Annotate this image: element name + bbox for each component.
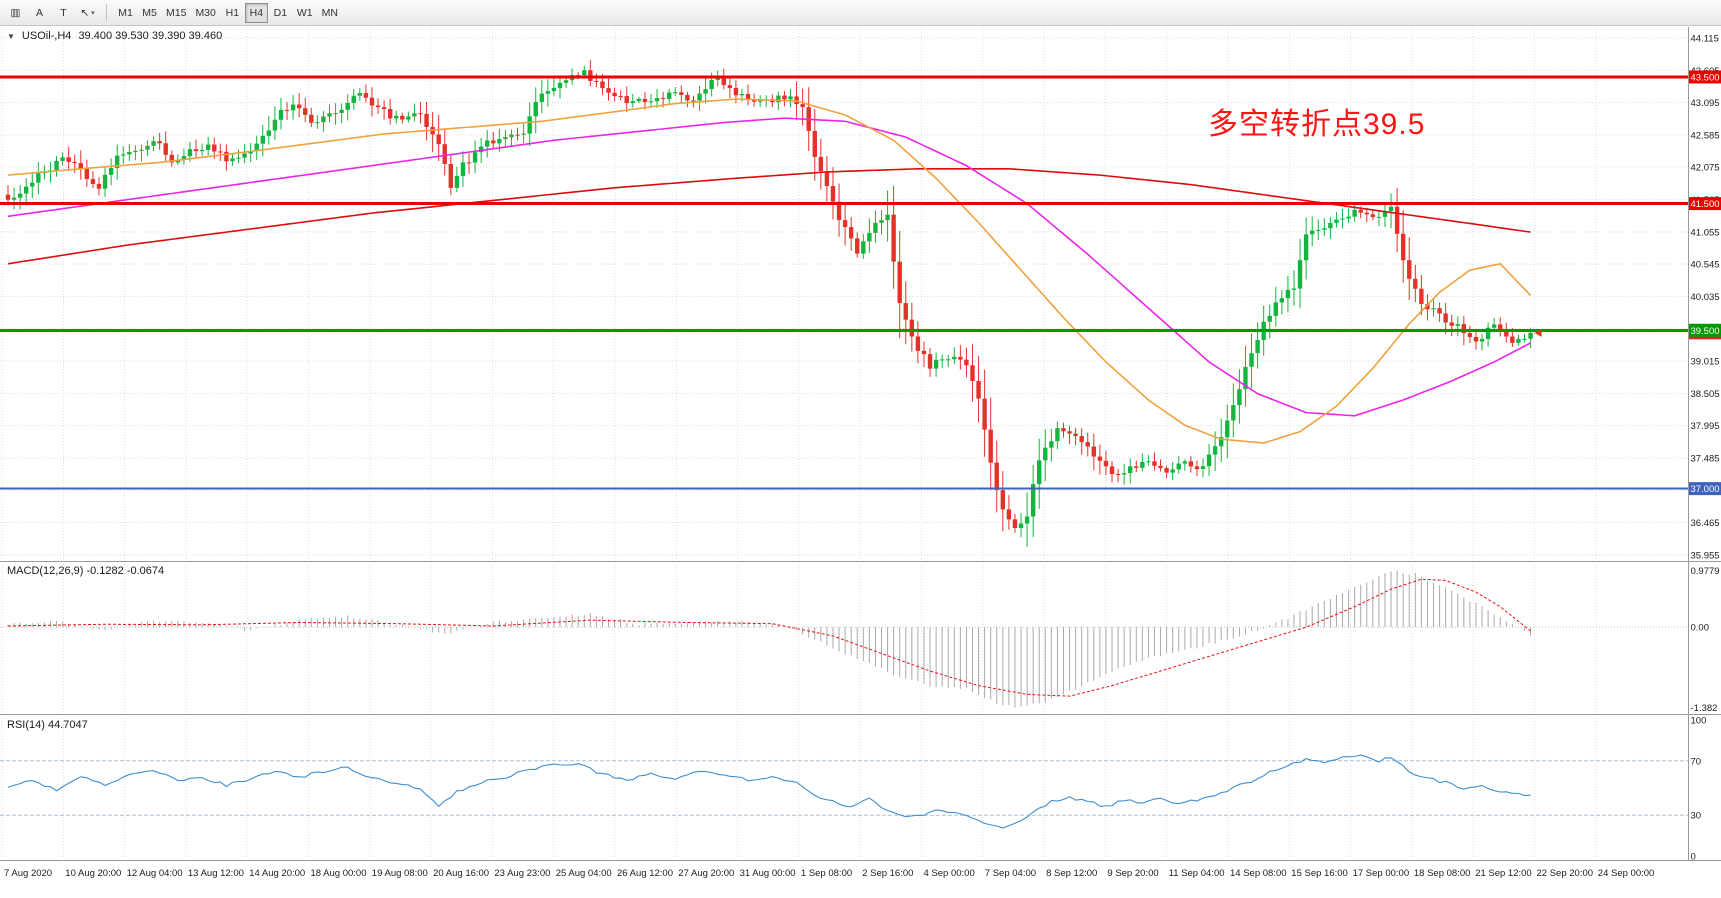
svg-text:30: 30: [1691, 811, 1702, 822]
rsi-line: [7, 754, 1531, 829]
svg-text:24 Sep 00:00: 24 Sep 00:00: [1598, 868, 1655, 879]
candles-layer: [5, 60, 1533, 547]
svg-text:26 Aug 12:00: 26 Aug 12:00: [617, 868, 673, 879]
svg-text:0.00: 0.00: [1691, 623, 1710, 634]
svg-text:18 Sep 08:00: 18 Sep 08:00: [1414, 868, 1471, 879]
timeframe-mn-button[interactable]: MN: [318, 3, 342, 23]
svg-text:42.585: 42.585: [1691, 130, 1720, 141]
chart-window-button[interactable]: ▥: [4, 3, 27, 23]
timeframe-m5-button[interactable]: M5: [138, 3, 161, 23]
svg-text:19 Aug 08:00: 19 Aug 08:00: [372, 868, 428, 879]
chart-title: ▼ USOil-,H4 39.400 39.530 39.390 39.460: [7, 30, 222, 42]
ma-slow-red-line: [7, 167, 1531, 265]
svg-text:100: 100: [1691, 716, 1707, 727]
text-tool-button[interactable]: T: [52, 3, 75, 23]
svg-text:43.095: 43.095: [1691, 98, 1720, 109]
chart-window-icon: ▥: [10, 6, 21, 19]
svg-text:21 Sep 12:00: 21 Sep 12:00: [1475, 868, 1532, 879]
timeframe-m1-button[interactable]: M1: [114, 3, 137, 23]
svg-text:31 Aug 00:00: 31 Aug 00:00: [740, 868, 796, 879]
svg-text:36.465: 36.465: [1691, 518, 1720, 529]
svg-text:22 Sep 20:00: 22 Sep 20:00: [1537, 868, 1594, 879]
svg-text:12 Aug 04:00: 12 Aug 04:00: [127, 868, 183, 879]
svg-text:40.035: 40.035: [1691, 292, 1720, 303]
symbol-title: USOil-,H4: [21, 30, 72, 42]
timeframe-h4-button[interactable]: H4: [244, 2, 268, 23]
ohlc-values: 39.400 39.530 39.390 39.460: [78, 30, 223, 42]
rsi-title: RSI(14) 44.7047: [7, 719, 88, 731]
svg-text:37.485: 37.485: [1691, 453, 1720, 464]
pointer-tool-button[interactable]: ↖ ▾: [76, 3, 99, 23]
panel-frame: [0, 27, 1721, 861]
macd-title: MACD(12,26,9) -0.1282 -0.0674: [7, 565, 165, 577]
svg-text:0.9779: 0.9779: [1691, 566, 1720, 577]
rsi-layer: [0, 754, 1688, 829]
svg-text:0: 0: [1691, 852, 1696, 863]
ma-mid-magenta-line: [7, 117, 1531, 417]
annotate-a-icon: A: [35, 6, 43, 19]
pointer-tool-icon: ↖: [80, 6, 90, 19]
dropdown-caret-icon: ▾: [91, 9, 95, 17]
toolbar-timeframes: M1 M5 M15 M30 H1 H4 D1 W1 MN: [114, 2, 342, 23]
horizontal-lines-layer: [0, 75, 1688, 490]
macd-signal-line: [7, 578, 1531, 697]
annotate-a-button[interactable]: A: [28, 3, 51, 23]
svg-text:14 Aug 20:00: 14 Aug 20:00: [249, 868, 305, 879]
ma-fast-orange-line: [7, 98, 1532, 444]
toolbar-icon-buttons: ▥ A T ↖ ▾: [4, 3, 99, 23]
svg-text:10 Aug 20:00: 10 Aug 20:00: [65, 868, 121, 879]
svg-text:42.075: 42.075: [1691, 163, 1720, 174]
svg-text:15 Sep 16:00: 15 Sep 16:00: [1291, 868, 1348, 879]
timeframe-m15-button[interactable]: M15: [162, 3, 190, 23]
svg-text:39.500: 39.500: [1690, 326, 1719, 337]
svg-text:17 Sep 00:00: 17 Sep 00:00: [1353, 868, 1410, 879]
chart-annotation-text[interactable]: 多空转折点39.5: [1208, 108, 1426, 141]
svg-text:2 Sep 16:00: 2 Sep 16:00: [862, 868, 913, 879]
svg-text:8 Sep 12:00: 8 Sep 12:00: [1046, 868, 1097, 879]
svg-text:39.015: 39.015: [1691, 357, 1720, 368]
svg-text:43.500: 43.500: [1690, 72, 1719, 83]
moving-averages-layer: [7, 98, 1532, 444]
timeframe-m30-button[interactable]: M30: [191, 3, 219, 23]
svg-text:20 Aug 16:00: 20 Aug 16:00: [433, 868, 489, 879]
timeframe-w1-button[interactable]: W1: [293, 3, 317, 23]
timeframe-d1-button[interactable]: D1: [269, 3, 292, 23]
toolbar-separator: [106, 4, 107, 21]
svg-text:41.500: 41.500: [1690, 199, 1719, 210]
grid-layer: [0, 27, 1688, 858]
svg-text:37.000: 37.000: [1690, 484, 1719, 495]
svg-text:7 Sep 04:00: 7 Sep 04:00: [985, 868, 1036, 879]
text-tool-icon: T: [60, 6, 67, 19]
toolbar: ▥ A T ↖ ▾ M1 M5 M15 M30 H1 H4 D1 W1 MN: [0, 0, 1721, 26]
svg-text:44.115: 44.115: [1691, 34, 1719, 45]
svg-text:25 Aug 04:00: 25 Aug 04:00: [556, 868, 612, 879]
svg-text:-1.382: -1.382: [1691, 703, 1718, 714]
svg-text:38.505: 38.505: [1691, 389, 1720, 400]
svg-text:13 Aug 12:00: 13 Aug 12:00: [188, 868, 244, 879]
last-price-marker: [1534, 328, 1542, 337]
time-axis[interactable]: 7 Aug 2020 10 Aug 20:00 12 Aug 04:00 13 Aug…: [4, 868, 1654, 879]
timeframe-h1-button[interactable]: H1: [221, 3, 244, 23]
svg-text:37.995: 37.995: [1691, 421, 1720, 432]
svg-text:1 Sep 08:00: 1 Sep 08:00: [801, 868, 852, 879]
svg-text:40.545: 40.545: [1691, 260, 1720, 271]
svg-text:35.955: 35.955: [1691, 550, 1720, 561]
svg-text:7 Aug 2020: 7 Aug 2020: [4, 868, 52, 879]
svg-text:18 Aug 00:00: 18 Aug 00:00: [311, 868, 367, 879]
collapse-triangle-icon[interactable]: ▼: [7, 31, 15, 41]
svg-text:9 Sep 20:00: 9 Sep 20:00: [1107, 868, 1158, 879]
svg-text:27 Aug 20:00: 27 Aug 20:00: [678, 868, 734, 879]
svg-text:11 Sep 04:00: 11 Sep 04:00: [1169, 868, 1225, 879]
svg-text:70: 70: [1691, 756, 1702, 767]
svg-text:23 Aug 23:00: 23 Aug 23:00: [494, 868, 550, 879]
svg-text:4 Sep 00:00: 4 Sep 00:00: [924, 868, 975, 879]
svg-text:14 Sep 08:00: 14 Sep 08:00: [1230, 868, 1287, 879]
macd-layer: [0, 570, 1688, 708]
svg-text:41.055: 41.055: [1691, 227, 1720, 238]
